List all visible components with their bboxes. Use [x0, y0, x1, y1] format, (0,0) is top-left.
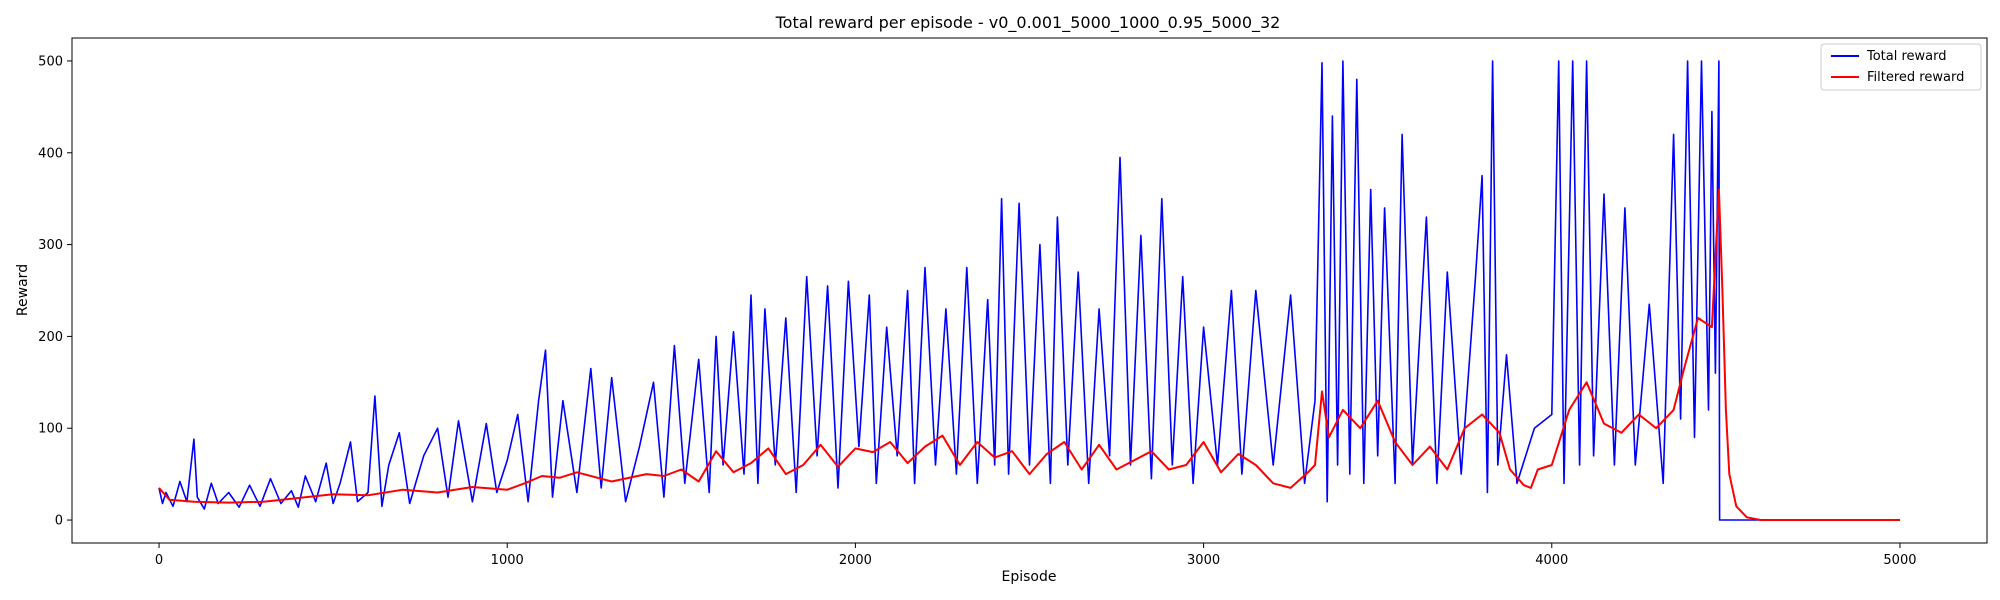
y-tick-label: 100: [38, 422, 63, 437]
chart-title: Total reward per episode - v0_0.001_5000…: [775, 13, 1281, 33]
y-tick-label: 500: [38, 54, 63, 69]
y-axis-ticks: 0 100 200 300 400 500: [38, 54, 72, 529]
series-layer: [158, 60, 1900, 521]
total-reward-line: [158, 60, 1900, 521]
x-tick-label: 4000: [1535, 553, 1568, 568]
legend: Total reward Filtered reward: [1820, 43, 1982, 91]
x-tick-label: 1000: [491, 553, 524, 568]
y-tick-label: 200: [38, 330, 63, 345]
x-tick-label: 2000: [839, 553, 872, 568]
x-axis-ticks: 0 1000 2000 3000 4000 5000: [155, 543, 1917, 568]
x-tick-label: 3000: [1187, 553, 1220, 568]
y-tick-label: 0: [55, 514, 63, 529]
y-tick-label: 400: [38, 146, 63, 161]
filtered-reward-line: [158, 188, 1900, 521]
legend-label-total-reward: Total reward: [1866, 49, 1947, 64]
legend-box: [1820, 43, 1982, 91]
x-tick-label: 5000: [1883, 553, 1916, 568]
legend-label-filtered-reward: Filtered reward: [1867, 70, 1964, 85]
y-axis-label: Reward: [15, 264, 31, 316]
y-tick-label: 300: [38, 238, 63, 253]
x-axis-label: Episode: [1002, 569, 1057, 585]
x-tick-label: 0: [155, 553, 163, 568]
